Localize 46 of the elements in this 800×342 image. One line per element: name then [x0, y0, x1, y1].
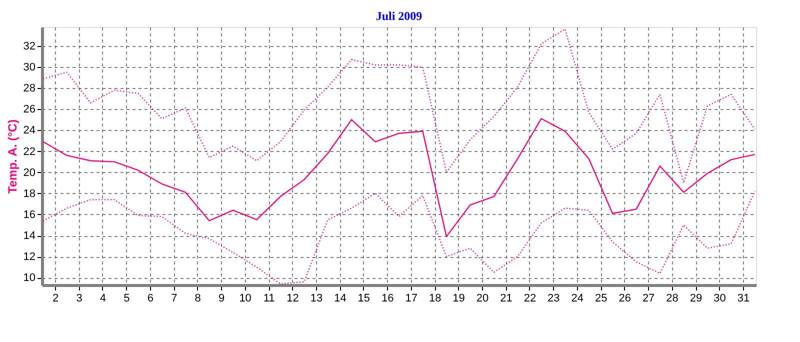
y-tick-label: 16 — [23, 208, 36, 221]
y-tick-label: 32 — [23, 40, 36, 52]
x-tick-label: 22 — [524, 292, 536, 304]
line-series — [42, 118, 756, 238]
x-tick-label: 2 — [52, 292, 59, 304]
chart-title: Juli 2009 — [376, 9, 422, 23]
y-tick-label: 12 — [23, 251, 36, 264]
x-tick-label: 4 — [100, 292, 106, 304]
y-tick-label: 18 — [23, 188, 36, 200]
x-tick-label: 19 — [452, 292, 465, 304]
x-tick-label: 15 — [358, 292, 370, 304]
x-tick-label: 7 — [171, 292, 178, 304]
x-tick-label: 30 — [714, 292, 726, 304]
x-tick-label: 20 — [476, 292, 489, 304]
x-tick-label: 10 — [239, 292, 252, 304]
y-axis-title: Temp. A. (°C) — [5, 119, 20, 194]
x-tick-label: 25 — [595, 292, 608, 304]
x-tick-label: 21 — [500, 292, 512, 304]
y-tick-label: 14 — [23, 230, 36, 242]
x-tick-label: 5 — [124, 292, 130, 304]
y-tick-label: 26 — [23, 104, 36, 116]
x-tick-label: 11 — [263, 292, 275, 304]
x-tick-label: 12 — [286, 292, 299, 304]
x-tick-label: 9 — [218, 292, 225, 304]
y-tick-label: 20 — [23, 166, 36, 179]
x-tick-label: 3 — [76, 292, 82, 304]
y-tick-label: 28 — [23, 82, 36, 95]
y-tick-label: 22 — [23, 146, 36, 158]
y-tick-label: 10 — [23, 272, 36, 284]
x-tick-label: 23 — [548, 292, 560, 304]
x-tick-label: 8 — [194, 292, 201, 304]
x-tick-label: 27 — [642, 292, 655, 304]
x-tick-label: 31 — [737, 292, 750, 304]
x-tick-label: 13 — [310, 292, 323, 304]
x-tick-label: 24 — [571, 292, 584, 304]
x-tick-label: 26 — [618, 292, 631, 304]
x-tick-label: 16 — [382, 292, 394, 304]
line-series — [42, 28, 756, 184]
y-tick-label: 30 — [23, 62, 36, 74]
y-tick-label: 24 — [23, 124, 36, 137]
x-tick-label: 18 — [428, 292, 442, 304]
x-tick-label: 6 — [147, 292, 154, 304]
x-tick-label: 28 — [666, 292, 678, 304]
x-tick-label: 29 — [690, 292, 702, 304]
x-tick-label: 14 — [334, 292, 346, 304]
x-tick-label: 17 — [405, 292, 418, 304]
